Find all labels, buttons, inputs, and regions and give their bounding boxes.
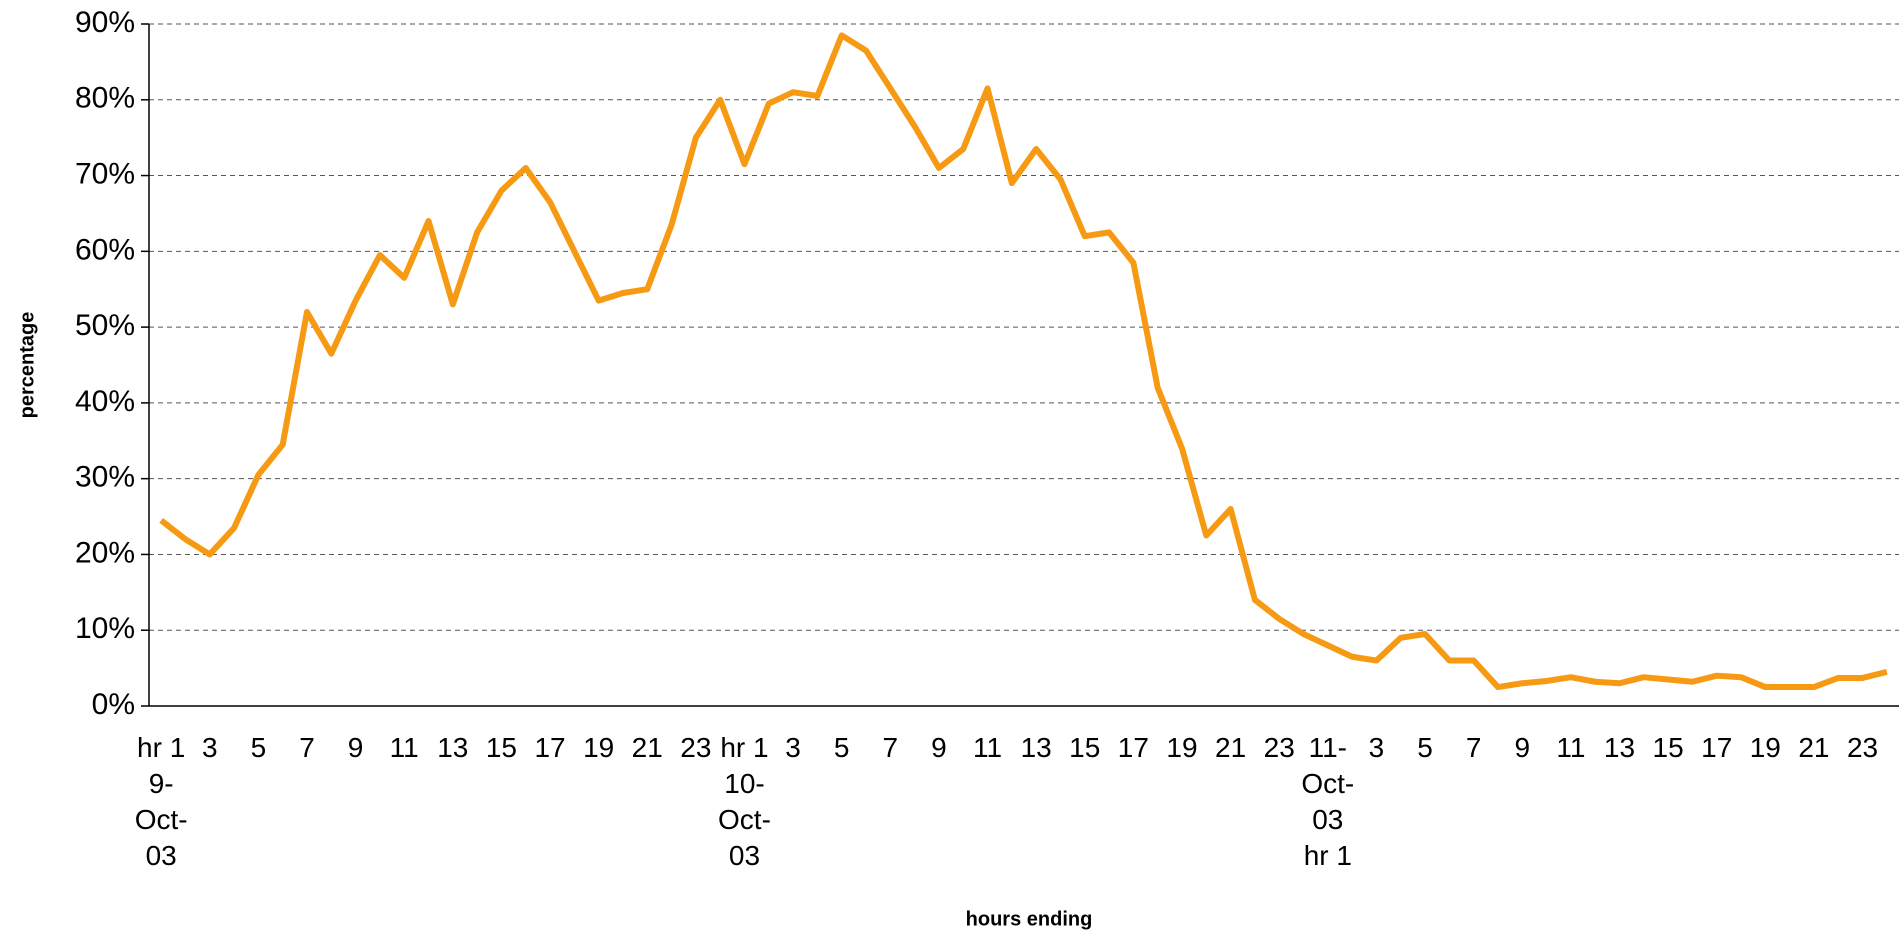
x-tick-label: 11 [389, 732, 419, 763]
x-tick-label: 3 [1368, 732, 1385, 763]
data-line [159, 32, 1888, 691]
x-tick-label: 9 [347, 732, 364, 763]
x-tick-label: 19 [1166, 732, 1198, 763]
y-tick-label: 80% [75, 82, 135, 115]
y-tick-label: 30% [75, 461, 135, 494]
x-tick-label: 9 [931, 732, 947, 763]
x-tick-label: 15 [1069, 732, 1101, 763]
x-tick-label: 17 [1701, 732, 1733, 763]
y-tick-label: 70% [75, 157, 135, 190]
x-tick-label: 19 [583, 732, 615, 763]
x-tick-label: 23 [1263, 732, 1295, 763]
x-tick-label: 11 [1556, 732, 1586, 763]
x-tick-label: 5 [1417, 732, 1433, 763]
x-tick-label: 15 [1652, 732, 1684, 763]
x-tick-label: 21 [1215, 732, 1247, 763]
x-tick-label: 21 [631, 732, 663, 763]
x-tick-label: 13 [437, 732, 469, 763]
x-tick-label: hr 1 9-Oct-03 [134, 732, 188, 871]
x-tick-label: 17 [534, 732, 566, 763]
x-tick-label: 19 [1749, 732, 1781, 763]
y-axis-title: percentage [16, 312, 38, 419]
x-tick-label: 3 [785, 732, 801, 763]
x-tick-label: 11 [972, 732, 1003, 763]
y-tick-label: 20% [75, 536, 135, 569]
x-tick-label: 17 [1117, 732, 1149, 763]
x-axis-title: hours ending [966, 908, 1093, 930]
x-tick-label: 23 [1846, 732, 1879, 763]
x-tick-label: 5 [250, 732, 267, 763]
x-tick-label: 9 [1514, 732, 1531, 763]
x-tick-label: 7 [299, 732, 315, 763]
x-tick-label: 7 [882, 732, 899, 763]
x-tick-label: 3 [201, 732, 218, 763]
y-tick-label: 60% [75, 233, 135, 266]
y-tick-label: 40% [75, 385, 135, 418]
x-tick-label: 23 [680, 732, 712, 763]
x-tick-label: 21 [1798, 732, 1830, 763]
x-tick-label: 13 [1020, 732, 1052, 763]
y-tick-label: 10% [75, 612, 135, 645]
x-tick-label: 15 [485, 732, 517, 763]
y-tick-label: 50% [75, 309, 135, 342]
x-tick-label: hr 1 10-Oct-03 [718, 732, 771, 871]
y-tick-label: 90% [75, 6, 135, 39]
y-tick-label: 0% [92, 688, 135, 721]
x-tick-label: 7 [1465, 732, 1482, 763]
x-tick-label: 5 [833, 732, 850, 763]
x-tick-label: 11-Oct-03 hr 1 [1301, 732, 1355, 871]
x-tick-label: 13 [1603, 732, 1636, 763]
